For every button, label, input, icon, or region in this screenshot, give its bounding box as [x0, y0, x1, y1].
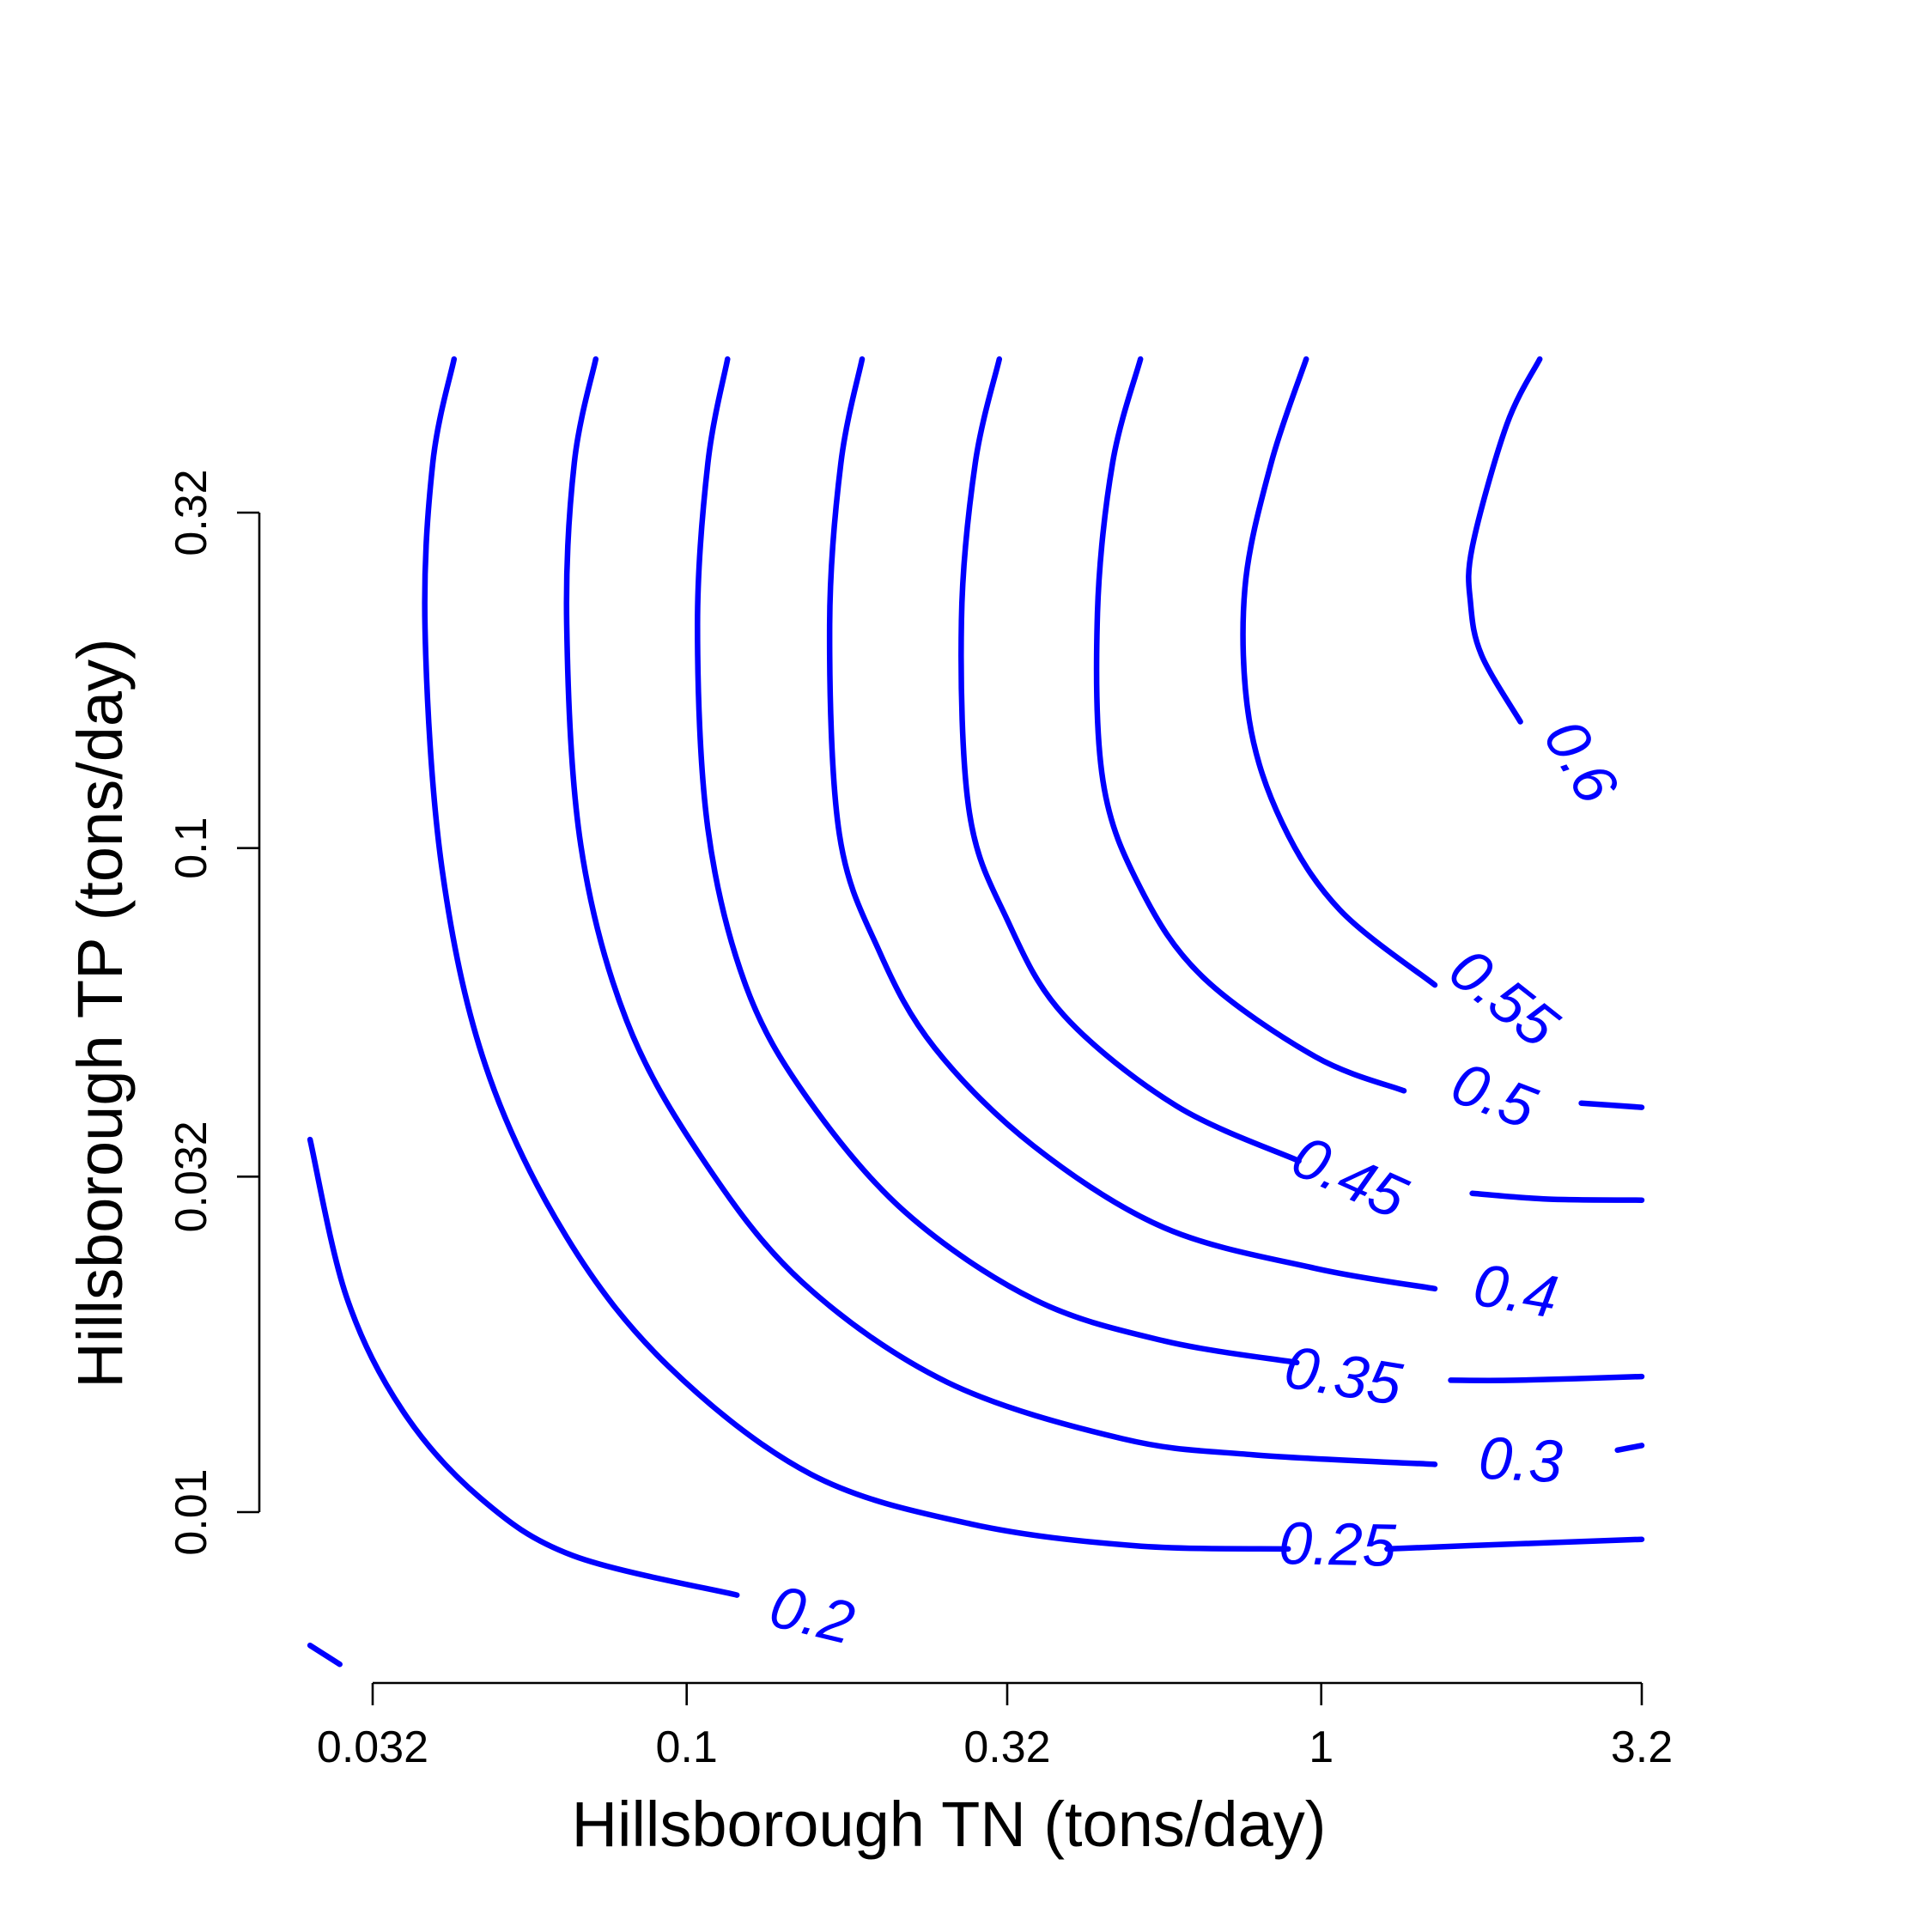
- contour-line-0_2: [307, 1642, 343, 1668]
- contour-line-0_6: [1466, 355, 1543, 725]
- y-tick-label: 0.32: [167, 469, 216, 556]
- contour-line-0_55: [1240, 355, 1438, 988]
- contour-line-0_25: [1384, 1536, 1645, 1552]
- contour-line-0_25: [422, 355, 1291, 1552]
- contour-line-0_45: [1469, 1190, 1645, 1203]
- contour-label-0_6: 0.6: [1531, 708, 1631, 814]
- contour-line-0_45: [958, 355, 1302, 1164]
- contour-label-0_55: 0.55: [1437, 935, 1571, 1060]
- contour-label-0_2: 0.2: [763, 1572, 860, 1657]
- contour-label-0_35: 0.35: [1280, 1334, 1407, 1419]
- x-tick-label: 0.032: [317, 1722, 428, 1772]
- contour-line-0_2: [307, 1136, 740, 1598]
- x-axis-title: Hillsborough TN (tons/day): [572, 1789, 1327, 1860]
- contour-label-0_45: 0.45: [1282, 1122, 1417, 1231]
- y-axis-ticks: 0.01 0.032 0.1 0.32: [167, 469, 259, 1556]
- contour-labels-group: 0.2 0.25 0.3 0.35 0.4 0.45 0.50.55 0.6: [763, 708, 1631, 1657]
- contour-line-0_35: [695, 355, 1300, 1366]
- contour-line-0_3: [563, 355, 1438, 1467]
- contour-label-0_3: 0.3: [1477, 1424, 1564, 1495]
- contour-lines-group: [307, 355, 1645, 1668]
- contour-line-0_5: [1578, 1100, 1645, 1110]
- contour-line-0_35: [1448, 1373, 1645, 1383]
- contour-line-0_5: [1093, 355, 1407, 1094]
- contour-line-0_4: [826, 355, 1438, 1292]
- y-tick-label: 0.01: [167, 1468, 216, 1555]
- x-tick-label: 0.1: [656, 1722, 718, 1772]
- x-tick-label: 3.2: [1611, 1722, 1673, 1772]
- y-tick-label: 0.1: [167, 817, 216, 879]
- axes-group: 0.032 0.1 0.32 1 3.2 0.01 0.032 0.1 0.32 Hillsb…: [64, 469, 1673, 1860]
- contour-label-0_5: 0.5: [1443, 1049, 1546, 1142]
- y-tick-label: 0.032: [167, 1121, 216, 1232]
- y-axis-title: Hillsborough TP (tons/day): [64, 638, 136, 1388]
- contour-label-0_25: 0.25: [1279, 1510, 1398, 1579]
- contour-line-0_3: [1614, 1443, 1645, 1454]
- x-tick-label: 1: [1309, 1722, 1334, 1772]
- x-tick-label: 0.32: [963, 1722, 1050, 1772]
- x-axis-ticks: 0.032 0.1 0.32 1 3.2: [317, 1683, 1673, 1772]
- contour-label-0_4: 0.4: [1469, 1251, 1563, 1331]
